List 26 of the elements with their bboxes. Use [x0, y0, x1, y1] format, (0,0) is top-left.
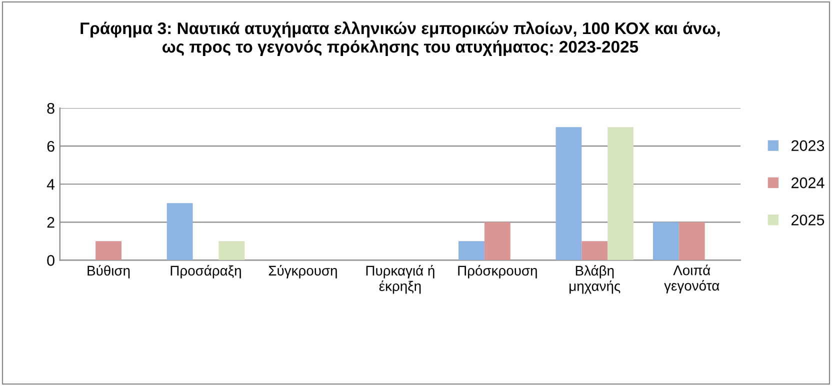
legend-label: 2024: [792, 177, 824, 188]
chart-title: Γράφημα 3: Ναυτικά ατυχήματα ελληνικών εμπορικών πλοίων, 100 ΚΟΧ και άνω, ως προς το γεγονός πρόκλησης του ατυχήματος: 2023-2025: [80, 22, 720, 56]
bar: [582, 241, 608, 260]
bar: [166, 203, 193, 260]
bar: [608, 127, 634, 260]
y-tick-label: 2: [47, 217, 54, 228]
legend-label: 2025: [792, 214, 824, 226]
y-tick-label: 0: [47, 255, 54, 266]
bar: [652, 222, 679, 260]
bar: [96, 241, 122, 260]
bar: [484, 222, 510, 260]
bar: [678, 222, 705, 260]
y-tick-label: 6: [47, 140, 54, 152]
bar: [458, 241, 484, 260]
x-tick-label: Βλάβη μηχανής: [570, 265, 620, 294]
x-tick-label: Σύγκρουση: [268, 265, 337, 278]
x-tick-label: Πρόσκρουση: [458, 265, 537, 278]
legend-label: 2023: [792, 140, 824, 152]
x-tick-label: Βύθιση: [88, 265, 130, 278]
y-tick-label: 4: [46, 179, 55, 190]
x-tick-label: Λοιπά γεγονότα: [664, 264, 720, 294]
x-tick-label: Πυρκαγιά ή έκρηξη: [366, 265, 434, 294]
bar: [556, 127, 582, 260]
bar: [218, 241, 245, 260]
y-tick-label: 8: [47, 102, 54, 114]
x-tick-label: Προσάραξη: [170, 265, 241, 278]
